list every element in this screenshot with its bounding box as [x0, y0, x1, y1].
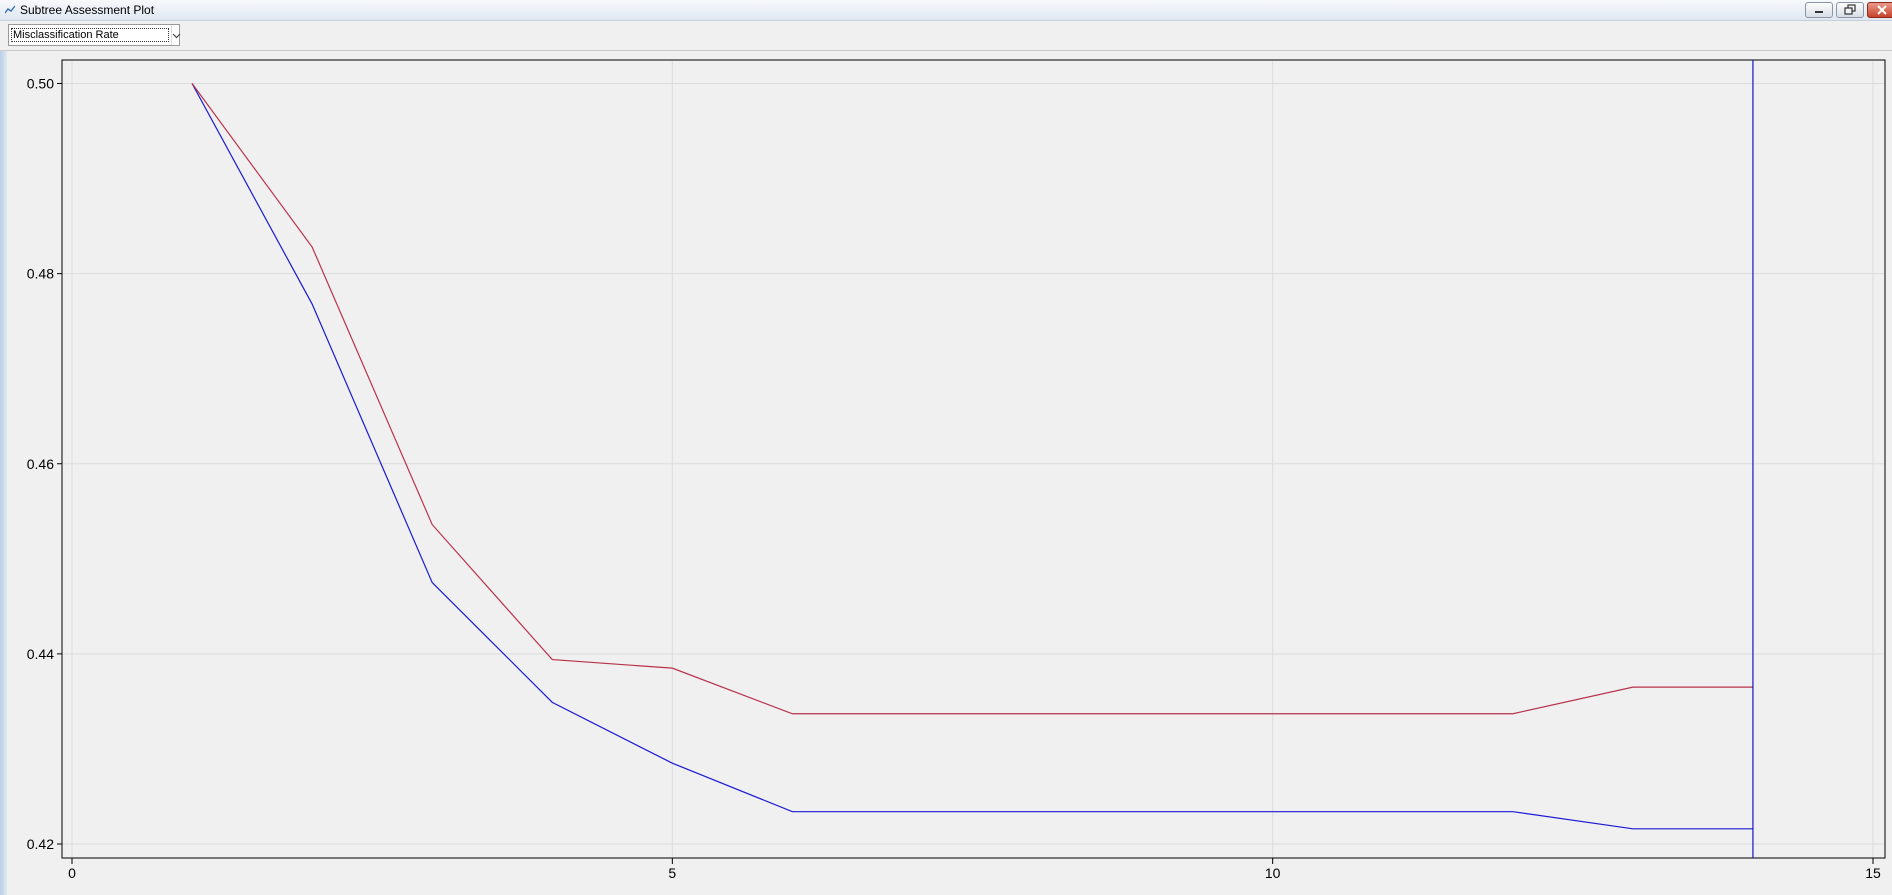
series-line-train	[191, 83, 1753, 830]
chevron-down-icon	[171, 25, 181, 45]
minimize-button[interactable]	[1805, 2, 1833, 18]
close-icon	[1877, 5, 1887, 15]
restore-button[interactable]	[1836, 2, 1864, 18]
grid-lines	[63, 61, 1884, 857]
title-bar: Subtree Assessment Plot	[0, 0, 1892, 21]
x-tick-label: 5	[668, 865, 676, 881]
minimize-icon	[1815, 11, 1823, 13]
x-tick-label: 15	[1865, 865, 1881, 881]
series-line-validate	[191, 83, 1753, 715]
y-tick-label: 0.48	[27, 266, 54, 282]
y-tick-label: 0.44	[27, 646, 54, 662]
y-tick-label: 0.46	[27, 456, 54, 472]
restore-icon	[1844, 4, 1856, 15]
y-tick-label: 0.42	[27, 836, 54, 852]
close-button[interactable]	[1867, 2, 1892, 18]
series-layer	[191, 83, 1753, 830]
x-tick-label: 10	[1265, 865, 1281, 881]
y-axis-ticks: 0.42 0.44 0.46 0.48 0.50	[27, 76, 62, 852]
plot-area	[61, 59, 1886, 859]
x-tick-label: 0	[68, 865, 76, 881]
x-axis-ticks: 0 5 10 15	[68, 858, 1881, 881]
assessment-measure-value: Misclassification Rate	[11, 28, 169, 42]
window-title: Subtree Assessment Plot	[20, 3, 155, 17]
y-tick-label: 0.50	[27, 76, 54, 92]
plot-app-icon	[5, 5, 15, 14]
left-edge-strip	[0, 51, 7, 895]
toolbar: Misclassification Rate	[0, 21, 1892, 51]
assessment-measure-select[interactable]: Misclassification Rate	[8, 24, 181, 46]
